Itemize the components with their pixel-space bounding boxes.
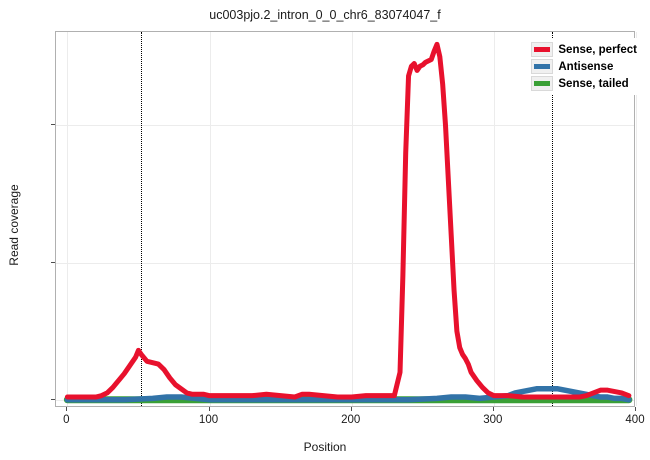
legend-label: Sense, perfect [558,43,637,56]
reference-line-vertical [141,32,143,406]
y-tick-mark [51,124,55,126]
legend-color-swatch [534,64,551,69]
y-axis-label-wrap: Read coverage [2,0,21,460]
chart-title: uc003pjo.2_intron_0_0_chr6_83074047_f [209,8,441,22]
y-tick-mark [51,261,55,263]
legend-item-antisense: Antisense [531,58,637,75]
legend-key-icon [531,76,554,91]
x-tick-label: 400 [625,414,645,426]
x-tick-mark [350,407,352,411]
gridline-vertical [636,32,637,406]
x-tick-mark [208,407,210,411]
y-tick-mark [51,398,55,400]
gridline-horizontal [56,125,634,127]
reference-line-vertical [552,32,554,406]
gridline-vertical [351,32,353,406]
legend-key-icon [531,59,554,74]
legend-color-swatch [534,81,551,86]
x-axis-label: Position [303,440,347,454]
y-axis-label: Read coverage [7,184,21,266]
x-tick-label: 200 [341,414,361,426]
gridline-horizontal [56,262,634,264]
x-tick-label: 300 [483,414,503,426]
series-line [64,41,632,400]
legend-color-swatch [534,47,551,52]
x-tick-mark [635,407,636,411]
gridline-vertical [67,32,69,406]
legend-label: Antisense [558,60,614,73]
legend-item-sense-perfect: Sense, perfect [531,41,637,58]
series-layer [63,41,633,404]
gridline-vertical [209,32,211,406]
gridline-vertical [493,32,495,406]
x-tick-mark [492,407,494,411]
legend-key-icon [531,42,554,57]
x-tick-label: 100 [198,414,219,426]
x-tick-mark [66,407,68,411]
legend-item-sense-tailed: Sense, tailed [531,75,637,92]
x-tick-label: 0 [63,414,70,426]
legend: Sense, perfect Antisense Sense, tailed [528,38,642,95]
legend-label: Sense, tailed [558,77,629,90]
